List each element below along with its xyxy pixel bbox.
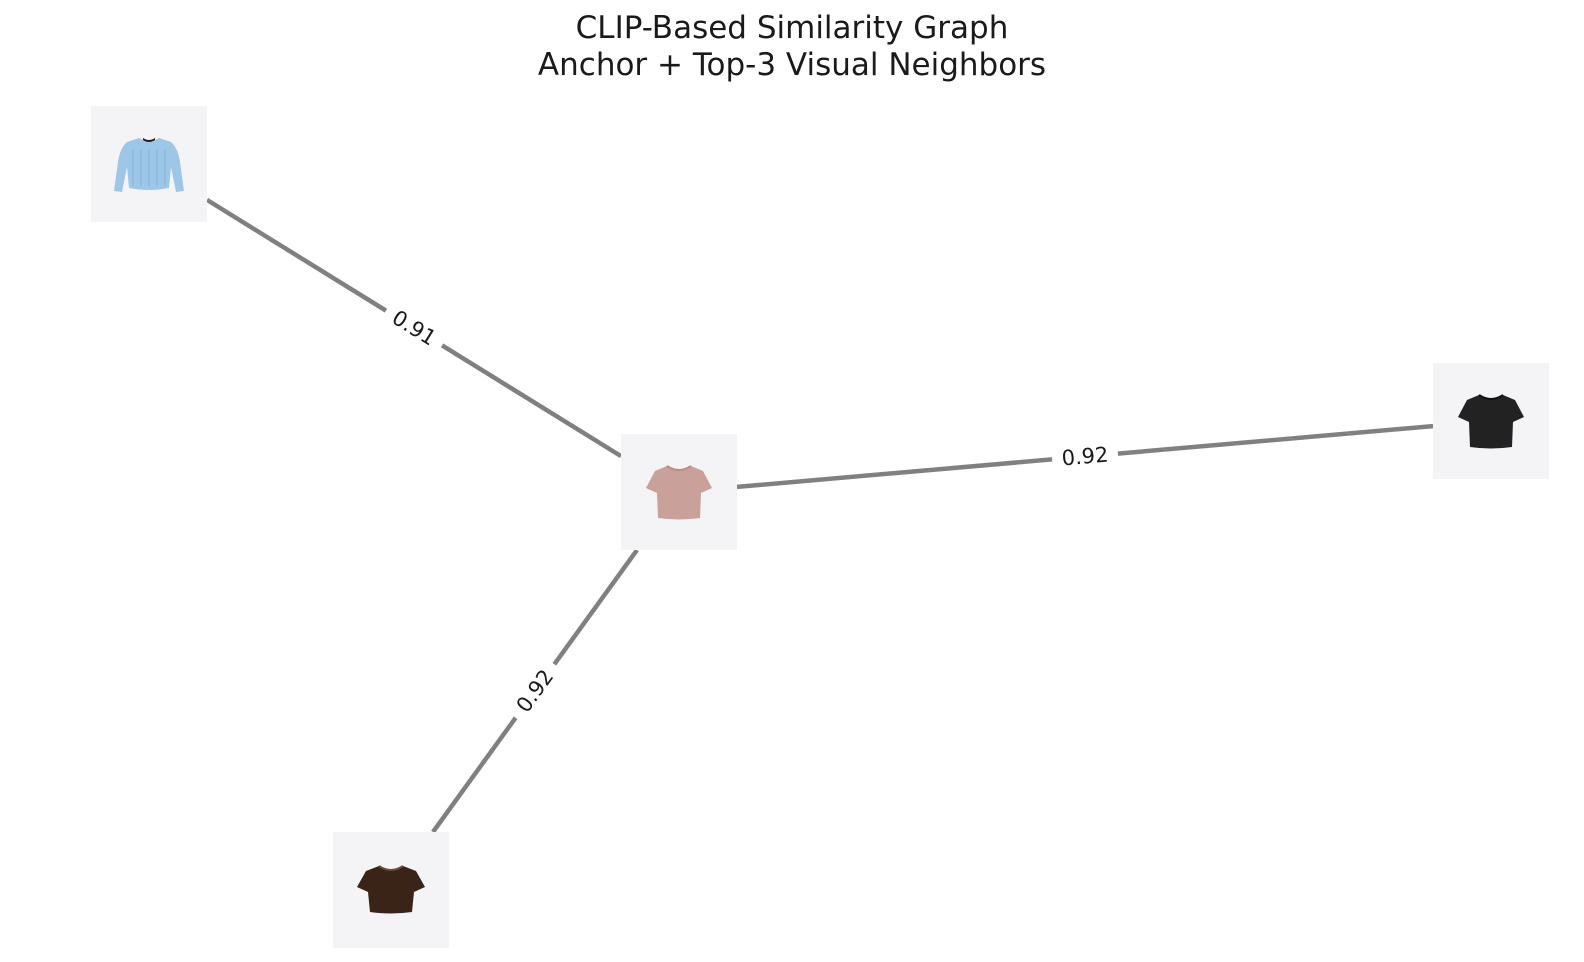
edge-label-background — [504, 656, 566, 726]
node-neighbor-1 — [91, 106, 207, 222]
graph-title-line-1: CLIP-Based Similarity Graph — [576, 10, 1009, 46]
node-neighbor-2 — [1433, 363, 1549, 479]
edge-label-background — [1050, 439, 1120, 474]
black-tshirt-icon — [1458, 394, 1524, 449]
edge-label-group-2: 0.92 — [1050, 439, 1120, 474]
node-anchor — [621, 434, 737, 550]
edge-label-background — [378, 298, 450, 358]
edge-weight-label: 0.92 — [1061, 443, 1110, 471]
graph-title-line-2: Anchor + Top-3 Visual Neighbors — [538, 47, 1046, 83]
light-blue-long-sleeve-crop-top-icon — [114, 138, 184, 192]
node-neighbor-3 — [333, 832, 449, 948]
pink-tshirt-icon — [646, 465, 712, 520]
edge-label-group-3: 0.92 — [504, 656, 566, 726]
dark-brown-crop-tshirt-icon — [357, 865, 425, 914]
edge-label-group-1: 0.91 — [378, 298, 450, 358]
nodes-layer — [91, 106, 1549, 948]
edges-layer — [205, 197, 1434, 834]
edge-labels-layer: 0.91 0.92 0.92 — [378, 298, 1120, 726]
